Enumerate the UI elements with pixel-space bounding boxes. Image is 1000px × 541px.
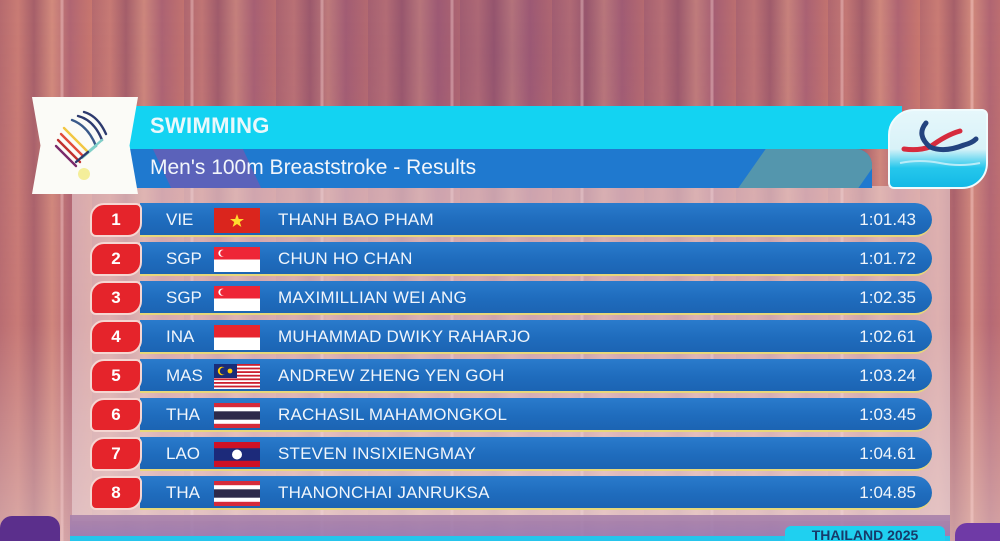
- singapore-flag-icon: [214, 247, 260, 272]
- country-code: VIE: [166, 210, 194, 229]
- athlete-name: MUHAMMAD DWIKY RAHARJO: [278, 327, 531, 346]
- result-row: 6 THA RACHASIL MAHAMONGKOL 1:03.45: [90, 398, 932, 432]
- host-badge: THAILAND 2025: [785, 526, 945, 541]
- sea-games-logo-icon: [54, 110, 108, 180]
- row-bar: [140, 437, 932, 471]
- result-row: 1 VIE THANH BAO PHAM 1:01.43: [90, 203, 932, 237]
- row-bar: [140, 203, 932, 237]
- event-title: Men's 100m Breaststroke - Results: [150, 156, 477, 179]
- result-row: 8 THA THANONCHAI JANRUKSA 1:04.85: [90, 476, 932, 510]
- result-row: 7 LAO STEVEN INSIXIENGMAY 1:04.61: [90, 437, 932, 471]
- decor-stripe: [738, 149, 872, 188]
- singapore-flag-icon: [214, 286, 260, 311]
- result-time: 1:03.45: [859, 405, 916, 424]
- rank-badge: 8: [90, 476, 142, 510]
- rank-badge: 6: [90, 398, 142, 432]
- header-event-bar: [122, 149, 872, 188]
- country-code: THA: [166, 405, 200, 424]
- result-time: 1:03.24: [859, 366, 916, 385]
- sport-icon-card: [888, 109, 988, 189]
- row-bar: [140, 476, 932, 510]
- country-code: SGP: [166, 288, 202, 307]
- sport-title: SWIMMING: [150, 113, 270, 138]
- decor-shape: [0, 516, 60, 541]
- thailand-flag-icon: [214, 403, 260, 428]
- result-time: 1:01.72: [859, 249, 916, 268]
- athlete-name: CHUN HO CHAN: [278, 249, 413, 268]
- header-sport-bar: [122, 106, 902, 149]
- result-time: 1:04.85: [859, 483, 916, 502]
- thailand-flag-icon: [214, 481, 260, 506]
- rank-badge: 5: [90, 359, 142, 393]
- athlete-name: RACHASIL MAHAMONGKOL: [278, 405, 508, 424]
- athlete-name: ANDREW ZHENG YEN GOH: [278, 366, 505, 385]
- row-bar: [140, 359, 932, 393]
- decor-shape: [955, 523, 1000, 541]
- indonesia-flag-icon: [214, 325, 260, 350]
- footer-divider: [70, 536, 950, 541]
- row-bar: [140, 320, 932, 354]
- result-time: 1:02.61: [859, 327, 916, 346]
- result-row: 4 INA MUHAMMAD DWIKY RAHARJO 1:02.61: [90, 320, 932, 354]
- row-bar: [140, 398, 932, 432]
- swimming-pictogram-icon: [899, 120, 981, 166]
- rank-badge: 3: [90, 281, 142, 315]
- rank-badge: 4: [90, 320, 142, 354]
- rank-badge: 2: [90, 242, 142, 276]
- row-bar: [140, 281, 932, 315]
- games-logo-card: [32, 97, 138, 194]
- result-row: 2 SGP CHUN HO CHAN 1:01.72: [90, 242, 932, 276]
- country-code: INA: [166, 327, 195, 346]
- result-time: 1:04.61: [859, 444, 916, 463]
- malaysia-flag-icon: [214, 364, 260, 389]
- country-code: THA: [166, 483, 200, 502]
- result-time: 1:02.35: [859, 288, 916, 307]
- athlete-name: THANH BAO PHAM: [278, 210, 434, 229]
- country-code: SGP: [166, 249, 202, 268]
- country-code: LAO: [166, 444, 201, 463]
- rank-badge: 7: [90, 437, 142, 471]
- country-code: MAS: [166, 366, 203, 385]
- athlete-name: THANONCHAI JANRUKSA: [278, 483, 490, 502]
- result-row: 3 SGP MAXIMILLIAN WEI ANG 1:02.35: [90, 281, 932, 315]
- result-time: 1:01.43: [859, 210, 916, 229]
- athlete-name: STEVEN INSIXIENGMAY: [278, 444, 477, 463]
- rank-badge: 1: [90, 203, 142, 237]
- result-row: 5 MAS ANDREW ZHENG YEN GOH 1:03.24: [90, 359, 932, 393]
- row-bar: [140, 242, 932, 276]
- vietnam-flag-icon: [214, 208, 260, 233]
- laos-flag-icon: [214, 442, 260, 467]
- athlete-name: MAXIMILLIAN WEI ANG: [278, 288, 467, 307]
